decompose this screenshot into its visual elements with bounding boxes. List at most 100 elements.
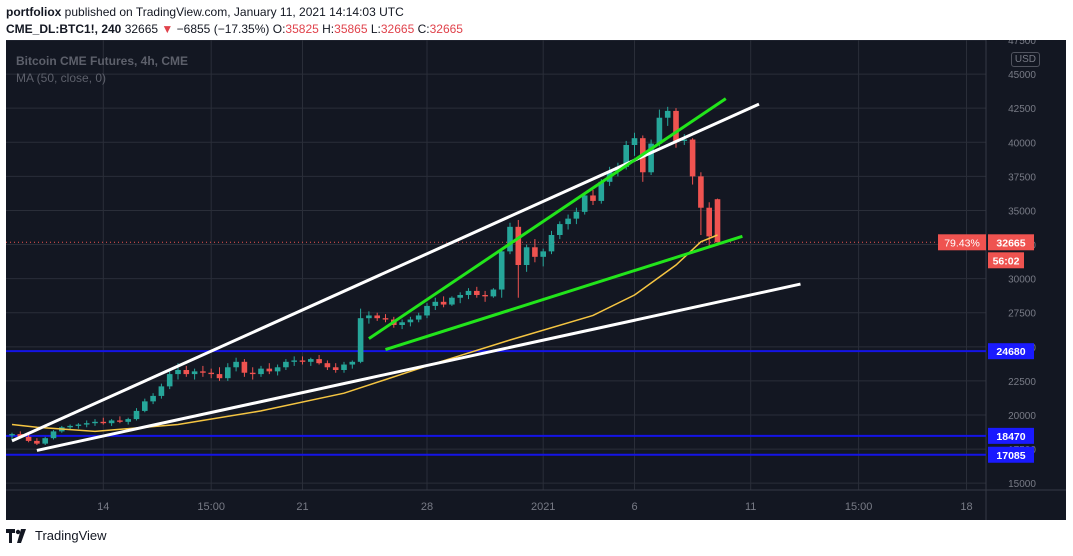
candle-body <box>399 322 405 325</box>
current-price-label-text: 32665 <box>996 237 1025 249</box>
candle-body <box>706 207 712 237</box>
candle <box>191 368 198 380</box>
candle <box>92 419 98 426</box>
candle-body <box>324 363 331 368</box>
chart-legend-title: Bitcoin CME Futures, 4h, CME <box>16 54 189 68</box>
candle-body <box>548 235 555 252</box>
candle-body <box>523 247 530 265</box>
y-tick-label: 47500 <box>1008 40 1036 47</box>
open-label: O: <box>272 22 286 36</box>
candle-body <box>83 423 90 425</box>
y-tick-label: 40000 <box>1008 138 1036 149</box>
candle <box>490 288 497 298</box>
current-price-label: 32665 <box>988 234 1034 251</box>
candle-body <box>482 295 488 297</box>
candle <box>316 355 322 365</box>
candle <box>266 363 273 375</box>
candle <box>125 417 131 425</box>
candle-body <box>557 224 563 235</box>
candle <box>664 106 671 126</box>
candle-body <box>9 434 15 436</box>
candle-body <box>100 421 107 424</box>
currency-badge[interactable]: USD <box>1010 52 1040 67</box>
current-price-label-bg <box>988 234 1034 251</box>
candle <box>648 139 654 175</box>
low-label: L: <box>370 22 381 36</box>
trend-line <box>11 102 760 443</box>
percent-label: 79.43% <box>938 234 986 251</box>
ma-legend: MA (50, close, 0) <box>16 71 107 85</box>
level-price-label-text: 17085 <box>996 450 1025 462</box>
candle-body <box>216 374 223 379</box>
candle-body <box>366 315 372 319</box>
candle-body <box>17 434 24 437</box>
down-arrow-icon: ▼ <box>161 22 174 36</box>
candle <box>573 207 580 225</box>
candle <box>166 371 173 390</box>
y-tick-label: 42500 <box>1008 104 1036 115</box>
candle <box>631 132 638 156</box>
candle-body <box>598 181 605 201</box>
y-tick-label: 22500 <box>1008 377 1036 388</box>
candle-body <box>681 139 688 141</box>
candle <box>216 367 223 381</box>
candle-body <box>623 145 629 167</box>
candle <box>357 308 364 364</box>
candle <box>581 192 588 215</box>
candle-body <box>631 138 638 145</box>
candle-body <box>225 367 231 379</box>
candle-body <box>291 360 297 362</box>
x-tick-label: 11 <box>745 501 756 513</box>
candle <box>540 248 546 267</box>
footer-brand-name: TradingView <box>35 528 107 543</box>
candle <box>324 360 331 370</box>
candle <box>34 438 40 445</box>
candle <box>565 214 571 230</box>
last-price: 32665 <box>124 22 159 36</box>
candle-body <box>25 436 32 441</box>
candle <box>415 312 422 323</box>
level-price-label: 17085 <box>988 446 1034 463</box>
y-tick-label: 37500 <box>1008 172 1036 183</box>
candle <box>183 365 190 377</box>
candle <box>548 230 555 255</box>
tradingview-logo-icon <box>6 528 26 543</box>
candle <box>158 383 165 399</box>
candle-body <box>532 247 538 257</box>
candle <box>75 423 82 429</box>
candle-body <box>374 315 380 319</box>
trend-line <box>385 234 743 351</box>
level-price-label-bg <box>988 427 1034 444</box>
candle-body <box>158 386 165 396</box>
author-name[interactable]: portfoliox <box>6 5 62 19</box>
candle-body <box>349 361 356 365</box>
candle <box>681 134 688 145</box>
symbol-info: CME_DL:BTC1!, 240 32665 ▼ −6855 (−17.35%… <box>6 22 463 36</box>
candle <box>507 222 513 255</box>
candle-body <box>498 251 505 290</box>
candle <box>233 357 239 372</box>
candle-body <box>150 395 156 402</box>
candle-body <box>142 401 148 411</box>
candle-body <box>490 289 497 297</box>
candle-body <box>507 226 513 252</box>
price-chart[interactable]: 1500017500200002250025000275003000032500… <box>6 40 1066 520</box>
candle-body <box>465 290 472 295</box>
candle-body <box>241 361 248 373</box>
candle <box>407 316 414 327</box>
candle-body <box>75 424 82 426</box>
countdown-label-text: 56:02 <box>993 255 1020 267</box>
chart-area[interactable]: 1500017500200002250025000275003000032500… <box>6 40 1066 520</box>
candle-body <box>249 372 256 375</box>
candle <box>656 109 663 147</box>
y-tick-label: 27500 <box>1008 309 1036 320</box>
candle-body <box>432 301 439 306</box>
level-price-label-bg <box>988 446 1034 463</box>
low-value: 32665 <box>380 22 415 36</box>
candle-body <box>183 370 190 375</box>
candle-body <box>664 110 671 118</box>
x-tick-label: 18 <box>960 501 972 513</box>
candle <box>366 311 372 324</box>
percent-label-bg <box>938 234 986 251</box>
candle <box>100 417 107 425</box>
